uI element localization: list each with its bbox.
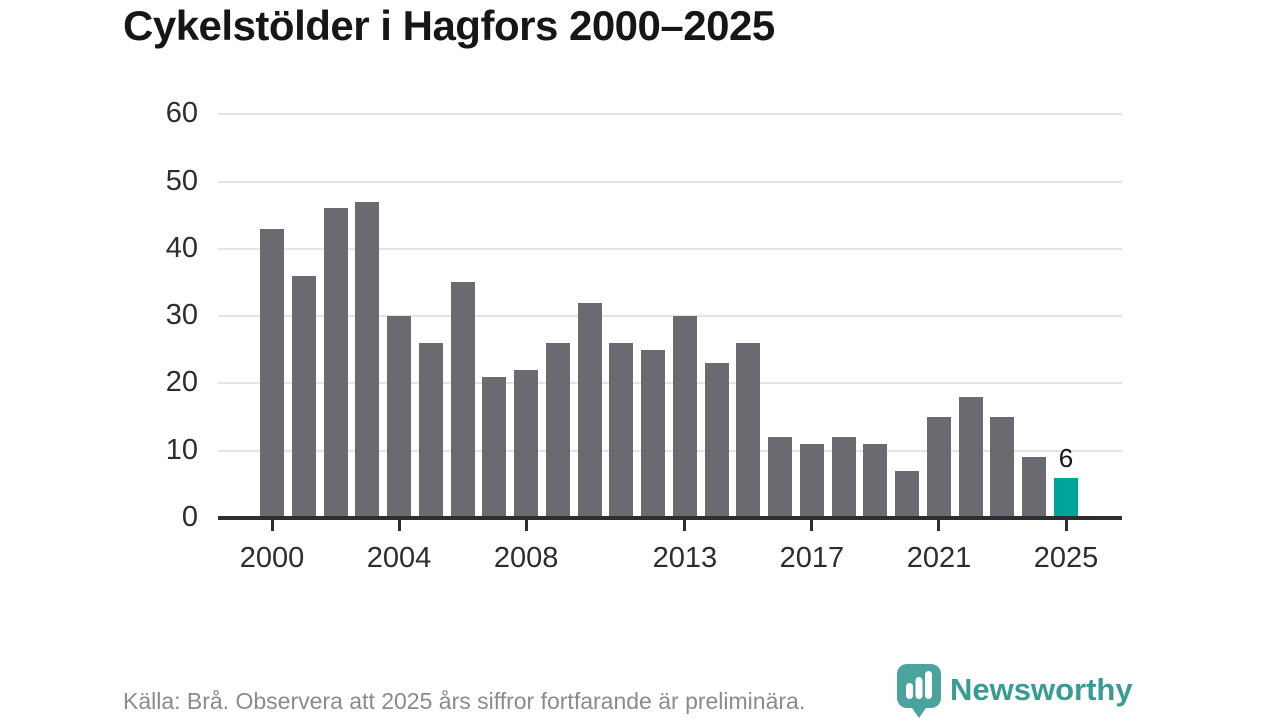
y-tick-label: 30 bbox=[165, 299, 198, 332]
bar-2006 bbox=[450, 282, 475, 518]
bar-2007 bbox=[482, 376, 507, 518]
x-tick-label: 2000 bbox=[239, 542, 305, 574]
x-tick-label: 2008 bbox=[493, 542, 559, 574]
gridline bbox=[218, 247, 1122, 250]
bar-2022 bbox=[958, 396, 983, 518]
x-tick-label: 2025 bbox=[1033, 542, 1099, 574]
x-tick bbox=[397, 520, 401, 531]
x-tick-label: 2013 bbox=[652, 542, 718, 574]
bar-2020 bbox=[895, 470, 920, 518]
x-tick-label: 2004 bbox=[366, 542, 432, 574]
bar-2010 bbox=[577, 302, 602, 518]
x-tick bbox=[810, 520, 814, 531]
bar-2024 bbox=[1022, 457, 1047, 518]
bar-2016 bbox=[768, 437, 793, 518]
gridline bbox=[218, 449, 1122, 452]
bar-2015 bbox=[736, 343, 761, 518]
bar-2001 bbox=[291, 275, 316, 518]
newsworthy-logo: Newsworthy bbox=[897, 664, 1133, 718]
bar-2002 bbox=[323, 208, 348, 518]
chart-title: Cykelstölder i Hagfors 2000–2025 bbox=[123, 2, 775, 49]
x-tick-label: 2017 bbox=[779, 542, 845, 574]
x-tick bbox=[683, 520, 687, 531]
bar-2018 bbox=[831, 437, 856, 518]
highlight-value-label: 6 bbox=[1058, 442, 1074, 473]
y-tick-label: 0 bbox=[181, 501, 198, 533]
bar-2000 bbox=[260, 228, 284, 518]
bar-2008 bbox=[514, 369, 539, 518]
bar-2004 bbox=[387, 316, 412, 518]
y-tick-label: 50 bbox=[165, 164, 198, 197]
bar-2017 bbox=[799, 443, 824, 518]
x-tick bbox=[937, 520, 941, 531]
gridline bbox=[218, 113, 1122, 116]
y-tick-label: 20 bbox=[165, 366, 198, 399]
source-note: Källa: Brå. Observera att 2025 års siffr… bbox=[123, 688, 806, 714]
x-tick-label: 2021 bbox=[906, 542, 972, 574]
newsworthy-logo-text: Newsworthy bbox=[950, 672, 1133, 707]
gridline bbox=[218, 382, 1122, 385]
x-tick bbox=[1064, 520, 1068, 531]
bar-2014 bbox=[704, 363, 729, 518]
x-tick bbox=[524, 520, 528, 531]
y-tick-label: 10 bbox=[165, 433, 198, 466]
bar-2005 bbox=[418, 343, 443, 518]
bar-2009 bbox=[545, 343, 570, 518]
bar-2003 bbox=[355, 201, 380, 518]
x-axis-line bbox=[218, 516, 1122, 520]
y-tick-label: 60 bbox=[165, 97, 198, 130]
bar-2012 bbox=[641, 349, 666, 518]
y-tick-label: 40 bbox=[165, 231, 198, 264]
bar-2013 bbox=[672, 316, 697, 518]
bar-2025 bbox=[1054, 477, 1078, 518]
bar-2019 bbox=[863, 443, 888, 518]
bar-2021 bbox=[926, 417, 951, 518]
gridline bbox=[218, 180, 1122, 183]
x-tick bbox=[270, 520, 274, 531]
bar-2023 bbox=[990, 417, 1015, 518]
gridline bbox=[218, 315, 1122, 318]
newsworthy-logo-icon bbox=[897, 664, 941, 718]
bar-2011 bbox=[609, 343, 634, 518]
